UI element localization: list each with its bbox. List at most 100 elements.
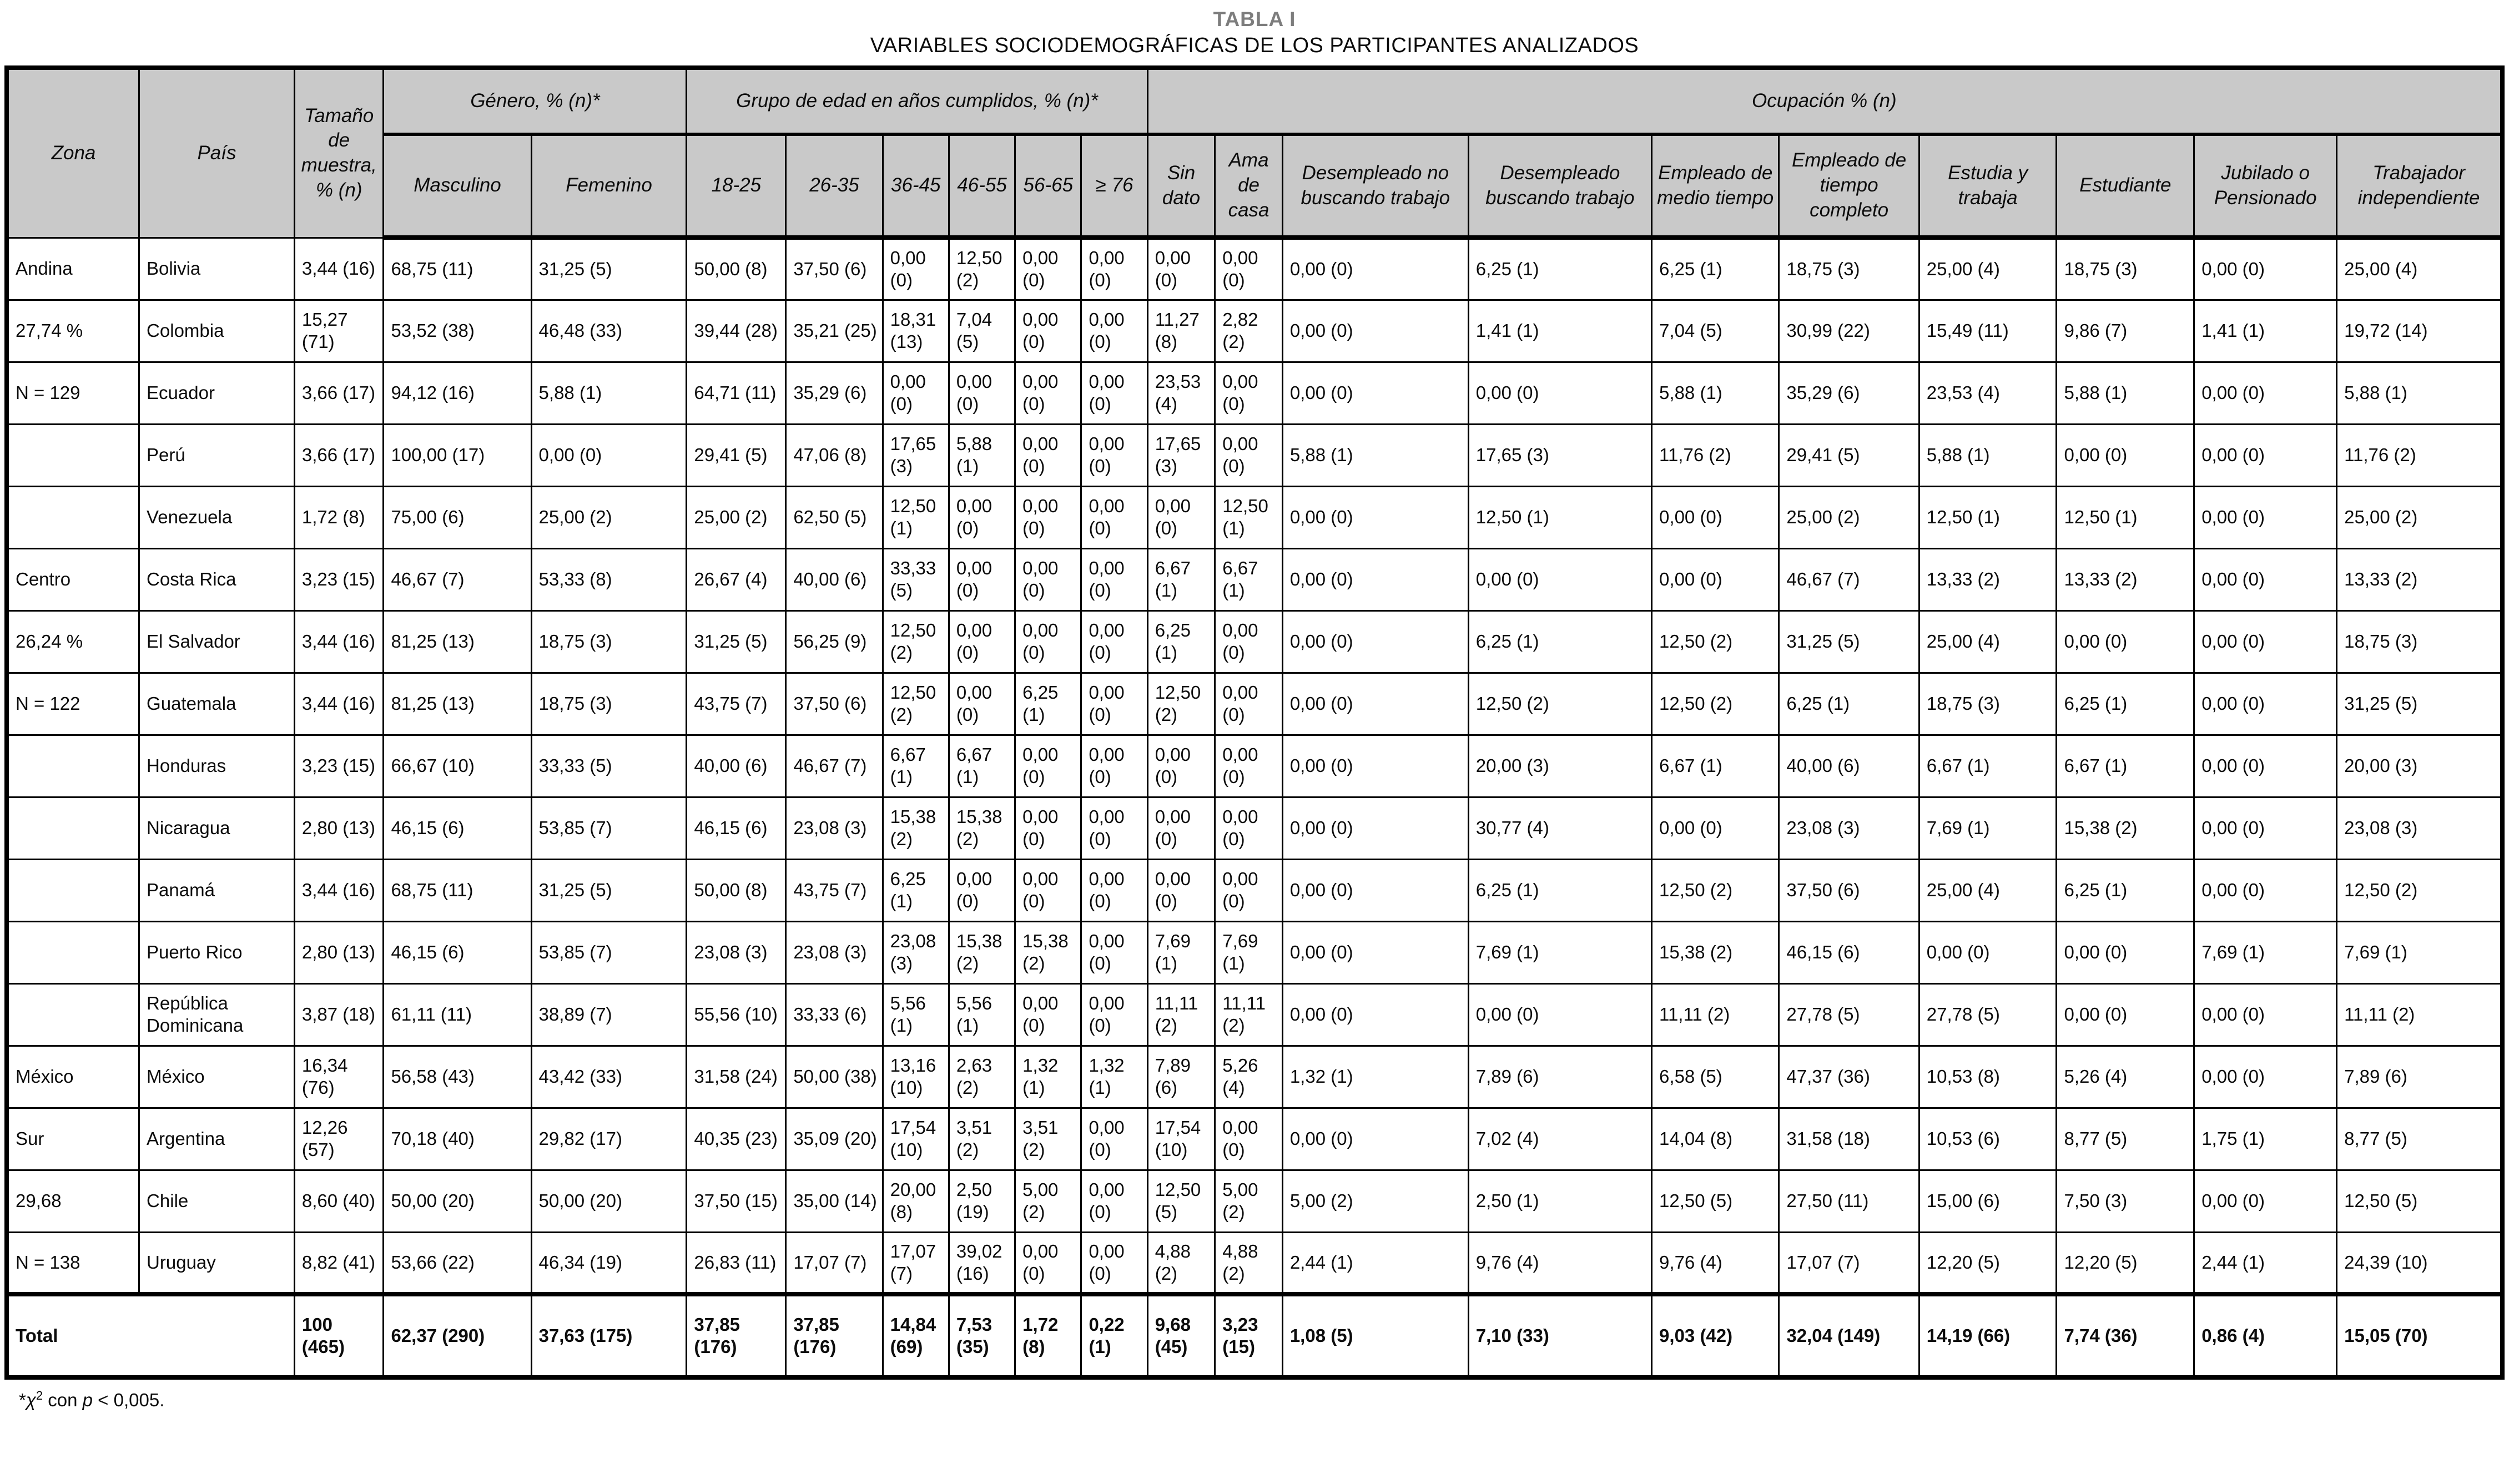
data-cell: 0,00 (0) bbox=[1014, 858, 1082, 922]
data-cell: 6,25 (1) bbox=[1467, 858, 1653, 922]
data-cell: 3,66 (17) bbox=[293, 361, 385, 425]
data-cell: 26,67 (4) bbox=[686, 547, 787, 612]
data-cell: 39,44 (28) bbox=[686, 299, 787, 363]
data-cell: 20,00 (3) bbox=[2336, 734, 2503, 798]
data-cell: 12,50 (2) bbox=[948, 236, 1016, 301]
data-cell: 35,29 (6) bbox=[1778, 361, 1920, 425]
total-row: Total 100 (465) 62,37 (290) 37,63 (175) 37,8… bbox=[6, 1292, 2503, 1379]
zona-cell: 29,68 bbox=[6, 1169, 140, 1233]
data-cell: 0,00 (0) bbox=[1651, 796, 1780, 860]
data-cell: 8,77 (5) bbox=[2336, 1107, 2503, 1171]
data-cell: 15,00 (6) bbox=[1918, 1169, 2058, 1233]
header-genero-group: Género, % (n)* bbox=[382, 67, 688, 135]
data-cell: 6,25 (1) bbox=[1778, 672, 1920, 736]
header-zona: Zona bbox=[6, 67, 140, 239]
data-cell: 46,67 (7) bbox=[1778, 547, 1920, 612]
header-cell: Masculino bbox=[382, 133, 532, 240]
data-cell: 0,00 (0) bbox=[2055, 920, 2195, 985]
total-data-cell: 37,85 (176) bbox=[785, 1292, 884, 1379]
total-data-cell: 7,74 (36) bbox=[2055, 1292, 2195, 1379]
data-cell: 15,27 (71) bbox=[293, 299, 385, 363]
header-cell: 26-35 bbox=[785, 133, 884, 240]
pais-cell: Bolivia bbox=[138, 236, 295, 301]
data-cell: 23,08 (3) bbox=[785, 796, 884, 860]
data-cell: 50,00 (8) bbox=[686, 236, 787, 301]
data-cell: 0,00 (0) bbox=[1014, 485, 1082, 549]
data-cell: 53,85 (7) bbox=[530, 920, 688, 985]
data-cell: 31,25 (5) bbox=[2336, 672, 2503, 736]
data-cell: 40,35 (23) bbox=[686, 1107, 787, 1171]
data-cell: 0,00 (0) bbox=[2193, 361, 2338, 425]
data-cell: 18,75 (3) bbox=[1778, 236, 1920, 301]
data-cell: 3,23 (15) bbox=[293, 734, 385, 798]
data-cell: 38,89 (7) bbox=[530, 982, 688, 1047]
pais-cell: Panamá bbox=[138, 858, 295, 922]
header-cell: Femenino bbox=[530, 133, 688, 240]
data-cell: 0,00 (0) bbox=[2193, 547, 2338, 612]
data-cell: 35,09 (20) bbox=[785, 1107, 884, 1171]
data-cell: 0,00 (0) bbox=[1080, 672, 1148, 736]
data-cell: 40,00 (6) bbox=[1778, 734, 1920, 798]
total-data-cell: 1,72 (8) bbox=[1014, 1292, 1082, 1379]
data-cell: 55,56 (10) bbox=[686, 982, 787, 1047]
data-cell: 0,00 (0) bbox=[1281, 1107, 1469, 1171]
data-cell: 7,89 (6) bbox=[1146, 1044, 1216, 1109]
data-cell: 33,33 (6) bbox=[785, 982, 884, 1047]
data-cell: 0,00 (0) bbox=[1214, 796, 1283, 860]
data-cell: 12,26 (57) bbox=[293, 1107, 385, 1171]
data-cell: 12,50 (2) bbox=[1651, 609, 1780, 674]
table-row: N = 138 Uruguay 8,82 (41) 53,66 (22) 46,34 (… bbox=[6, 1231, 2503, 1295]
data-cell: 0,00 (0) bbox=[1080, 236, 1148, 301]
data-cell: 25,00 (2) bbox=[1778, 485, 1920, 549]
data-cell: 0,00 (0) bbox=[1080, 361, 1148, 425]
data-cell: 0,00 (0) bbox=[1080, 920, 1148, 985]
data-cell: 0,00 (0) bbox=[948, 609, 1016, 674]
data-cell: 0,00 (0) bbox=[1281, 672, 1469, 736]
data-cell: 0,00 (0) bbox=[1146, 858, 1216, 922]
header-cell: 56-65 bbox=[1014, 133, 1082, 240]
data-cell: 7,04 (5) bbox=[948, 299, 1016, 363]
data-cell: 8,60 (40) bbox=[293, 1169, 385, 1233]
data-cell: 6,25 (1) bbox=[1651, 236, 1780, 301]
data-cell: 0,00 (0) bbox=[1214, 672, 1283, 736]
data-cell: 3,44 (16) bbox=[293, 609, 385, 674]
header-cell: Sin dato bbox=[1146, 133, 1216, 240]
data-cell: 6,58 (5) bbox=[1651, 1044, 1780, 1109]
data-cell: 2,44 (1) bbox=[1281, 1231, 1469, 1295]
zona-cell: 27,74 % bbox=[6, 299, 140, 363]
data-cell: 0,00 (0) bbox=[948, 361, 1016, 425]
data-cell: 11,11 (2) bbox=[2336, 982, 2503, 1047]
data-cell: 0,00 (0) bbox=[2193, 672, 2338, 736]
header-grupo-edad-group: Grupo de edad en años cumplidos, % (n)* bbox=[686, 67, 1148, 135]
data-cell: 46,15 (6) bbox=[686, 796, 787, 860]
table-main-title: VARIABLES SOCIODEMOGRÁFICAS DE LOS PARTI… bbox=[870, 34, 1639, 57]
data-cell: 15,38 (2) bbox=[1014, 920, 1082, 985]
data-cell: 13,16 (10) bbox=[881, 1044, 950, 1109]
data-cell: 3,44 (16) bbox=[293, 236, 385, 301]
data-cell: 0,00 (0) bbox=[948, 485, 1016, 549]
zona-cell: N = 138 bbox=[6, 1231, 140, 1295]
data-cell: 11,76 (2) bbox=[1651, 423, 1780, 487]
table-number-title: TABLA I bbox=[1213, 8, 1296, 31]
header-cell: 18-25 bbox=[686, 133, 787, 240]
header-cell: Ama de casa bbox=[1214, 133, 1283, 240]
data-cell: 53,52 (38) bbox=[382, 299, 532, 363]
data-cell: 23,08 (3) bbox=[1778, 796, 1920, 860]
data-cell: 9,76 (4) bbox=[1651, 1231, 1780, 1295]
total-data-cell: 9,68 (45) bbox=[1146, 1292, 1216, 1379]
data-cell: 0,00 (0) bbox=[1146, 485, 1216, 549]
data-cell: 23,53 (4) bbox=[1146, 361, 1216, 425]
pais-cell: Perú bbox=[138, 423, 295, 487]
data-cell: 0,00 (0) bbox=[1281, 299, 1469, 363]
data-cell: 20,00 (8) bbox=[881, 1169, 950, 1233]
data-cell: 53,66 (22) bbox=[382, 1231, 532, 1295]
data-cell: 50,00 (20) bbox=[382, 1169, 532, 1233]
data-cell: 81,25 (13) bbox=[382, 672, 532, 736]
data-cell: 0,00 (0) bbox=[1014, 982, 1082, 1047]
pais-cell: Guatemala bbox=[138, 672, 295, 736]
data-cell: 50,00 (38) bbox=[785, 1044, 884, 1109]
data-cell: 4,88 (2) bbox=[1214, 1231, 1283, 1295]
data-cell: 0,00 (0) bbox=[530, 423, 688, 487]
data-cell: 6,25 (1) bbox=[2055, 672, 2195, 736]
data-cell: 6,67 (1) bbox=[948, 734, 1016, 798]
